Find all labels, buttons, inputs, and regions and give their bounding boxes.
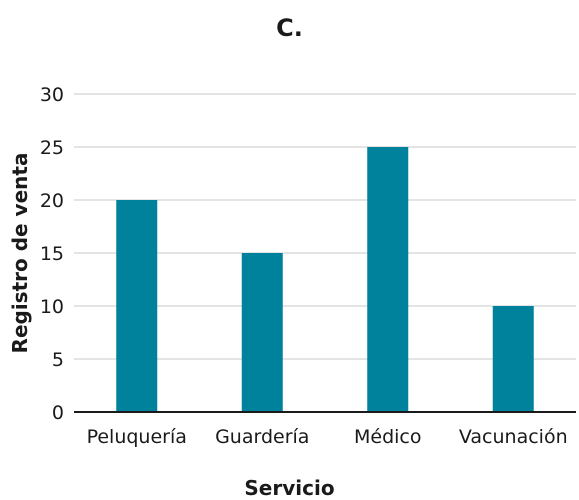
bars — [116, 147, 534, 412]
bar — [241, 253, 283, 412]
x-tick-labels: Peluquería Guardería Médico Vacunación — [87, 426, 568, 448]
chart-title: C. — [276, 14, 303, 42]
y-tick-labels: 0 5 10 15 20 25 30 — [40, 84, 64, 424]
gridlines — [74, 93, 576, 360]
y-tick-label: 15 — [40, 243, 64, 265]
x-tick-label: Médico — [354, 426, 422, 448]
y-tick-label: 30 — [40, 84, 64, 106]
bar — [367, 147, 409, 412]
bar — [492, 306, 534, 412]
y-tick-label: 5 — [52, 349, 64, 371]
x-axis-label: Servicio — [244, 476, 335, 500]
y-tick-label: 10 — [40, 296, 64, 318]
y-tick-label: 25 — [40, 137, 64, 159]
bar — [116, 200, 158, 412]
y-tick-label: 20 — [40, 190, 64, 212]
x-tick-label: Guardería — [215, 426, 309, 448]
x-tick-label: Peluquería — [87, 426, 187, 448]
x-tick-label: Vacunación — [459, 426, 568, 448]
y-tick-label: 0 — [52, 402, 64, 424]
